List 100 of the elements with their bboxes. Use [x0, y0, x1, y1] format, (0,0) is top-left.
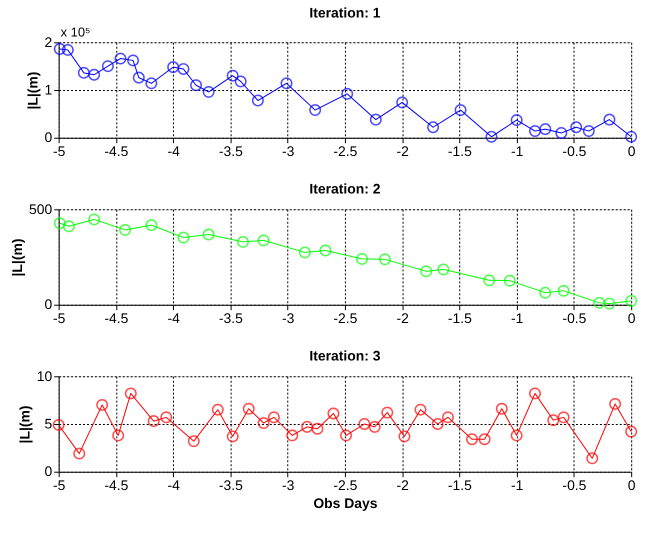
- point: [368, 420, 381, 433]
- x-tick-label: 0: [628, 477, 636, 494]
- point: [167, 61, 180, 74]
- point: [52, 419, 65, 431]
- x-tick-label: -3: [282, 143, 295, 160]
- x-tick-label: -5: [52, 143, 66, 160]
- point: [148, 415, 160, 428]
- x-tick-label: -4.5: [104, 143, 129, 160]
- point: [237, 236, 249, 248]
- point: [478, 433, 491, 446]
- x-tick-label: -3: [282, 310, 295, 326]
- point: [454, 104, 467, 116]
- point: [370, 114, 382, 126]
- point: [398, 430, 410, 442]
- point: [226, 70, 239, 82]
- chart-title: Iteration: 2: [309, 180, 381, 196]
- point: [252, 94, 264, 106]
- point: [483, 274, 496, 286]
- point: [427, 121, 440, 134]
- point: [466, 433, 478, 446]
- point: [258, 234, 270, 246]
- point: [73, 448, 86, 460]
- point: [603, 114, 616, 126]
- point: [558, 411, 570, 424]
- point: [496, 402, 508, 415]
- point: [547, 414, 560, 426]
- x-tick-label: -0.5: [562, 310, 587, 326]
- point: [381, 406, 394, 418]
- x-tick-label: -1: [510, 310, 524, 326]
- point: [414, 404, 426, 416]
- point: [62, 44, 74, 56]
- x-tick-label: -1: [510, 143, 524, 160]
- point: [570, 121, 582, 134]
- point: [340, 430, 352, 442]
- point: [529, 388, 541, 400]
- point: [178, 232, 190, 244]
- point: [420, 265, 432, 278]
- chart-title: Iteration: 1: [309, 4, 381, 20]
- point: [311, 422, 324, 435]
- point: [268, 411, 280, 424]
- x-tick-label: -3: [282, 477, 295, 494]
- point: [586, 452, 598, 464]
- point: [160, 411, 172, 424]
- point: [78, 66, 90, 79]
- point: [54, 43, 66, 55]
- point: [593, 296, 606, 309]
- x-tick-label: -1.5: [448, 143, 472, 160]
- point: [88, 68, 100, 81]
- point: [145, 219, 158, 232]
- x-tick-label: -2: [396, 143, 410, 160]
- x-tick-label: -2.5: [333, 143, 358, 160]
- y-tick-label: 500: [28, 200, 52, 217]
- point: [212, 404, 224, 416]
- y-tick-label: 0: [44, 463, 52, 480]
- x-tick-label: -0.5: [562, 477, 587, 494]
- point: [286, 430, 298, 442]
- x-tick-label: -5: [52, 310, 66, 326]
- point: [539, 286, 552, 299]
- x-axis-title: Obs Days: [313, 494, 378, 511]
- point: [539, 123, 552, 136]
- point: [625, 130, 638, 143]
- x-tick-label: -2: [396, 310, 410, 326]
- point: [188, 435, 200, 448]
- x-tick-label: -2.5: [333, 310, 358, 326]
- x-tick-label: -1: [510, 477, 524, 494]
- x-tick-label: 0: [628, 143, 636, 160]
- point: [625, 426, 638, 438]
- x-tick-label: -4: [167, 143, 180, 160]
- point: [437, 263, 450, 276]
- point: [356, 252, 368, 265]
- y-tick-label: 5: [44, 415, 52, 432]
- point: [234, 75, 247, 88]
- chart-title: Iteration: 3: [309, 347, 381, 364]
- point: [88, 213, 100, 226]
- point: [486, 130, 498, 143]
- y-axis-title: |L|(m): [24, 72, 42, 110]
- point: [582, 125, 595, 137]
- text: x 10⁵: [60, 24, 90, 40]
- point: [319, 244, 332, 256]
- x-tick-label: -2.5: [333, 477, 358, 494]
- point: [442, 411, 454, 424]
- point: [609, 398, 622, 410]
- point: [242, 402, 255, 415]
- point: [504, 274, 516, 287]
- y-axis-title: |L|(m): [9, 238, 26, 276]
- point: [341, 88, 354, 100]
- x-tick-label: -3.5: [218, 143, 244, 160]
- point: [555, 127, 568, 139]
- point: [96, 398, 108, 411]
- x-tick-label: -4: [167, 310, 180, 326]
- point: [202, 86, 215, 98]
- x-tick-label: -4: [167, 477, 180, 494]
- y-axis-title: |L|(m): [16, 406, 34, 444]
- x-tick-label: -4.5: [104, 310, 129, 326]
- point: [62, 220, 75, 232]
- point: [432, 418, 444, 430]
- x-tick-label: -2: [396, 477, 410, 494]
- point: [309, 104, 322, 116]
- x-tick-label: -1.5: [448, 310, 472, 326]
- point: [298, 246, 311, 258]
